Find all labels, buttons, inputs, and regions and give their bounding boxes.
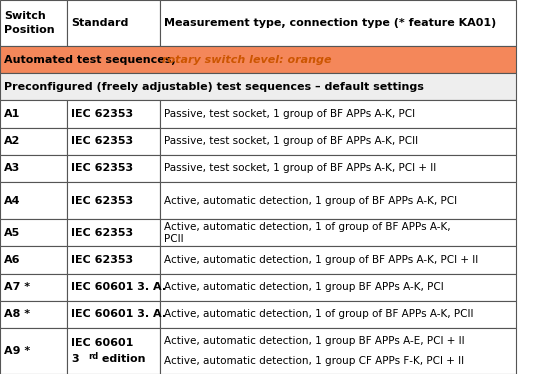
Bar	[67, 246, 160, 274]
Bar	[0, 128, 67, 155]
Text: rd: rd	[88, 352, 98, 361]
Bar	[0, 46, 516, 73]
Text: A3: A3	[4, 163, 21, 174]
Text: edition: edition	[98, 354, 145, 364]
Bar	[0, 246, 67, 274]
Bar	[160, 0, 516, 46]
Bar	[67, 182, 160, 219]
Text: A2: A2	[4, 136, 21, 146]
Text: IEC 60601: IEC 60601	[71, 338, 134, 348]
Bar	[67, 301, 160, 328]
Text: A4: A4	[4, 196, 21, 206]
Bar	[160, 274, 516, 301]
Bar	[0, 274, 67, 301]
Text: Standard: Standard	[71, 18, 129, 28]
Text: A5: A5	[4, 228, 21, 238]
Bar	[67, 219, 160, 246]
Text: Active, automatic detection, 1 group BF APPs A-E, PCI + II: Active, automatic detection, 1 group BF …	[164, 336, 465, 346]
Bar	[67, 0, 160, 46]
Bar	[160, 182, 516, 219]
Bar	[0, 100, 67, 128]
Bar	[0, 0, 67, 46]
Text: IEC 60601 3. A.: IEC 60601 3. A.	[71, 309, 166, 319]
Text: Active, automatic detection, 1 of group of BF APPs A-K, PCII: Active, automatic detection, 1 of group …	[164, 309, 473, 319]
Text: A7 *: A7 *	[4, 282, 31, 292]
Text: Active, automatic detection, 1 of group of BF APPs A-K,: Active, automatic detection, 1 of group …	[164, 222, 451, 232]
Text: IEC 62353: IEC 62353	[71, 109, 133, 119]
Bar	[160, 301, 516, 328]
Text: A1: A1	[4, 109, 21, 119]
Text: Active, automatic detection, 1 group CF APPs F-K, PCI + II: Active, automatic detection, 1 group CF …	[164, 356, 464, 366]
Bar	[160, 246, 516, 274]
Bar	[160, 328, 516, 374]
Text: Active, automatic detection, 1 group of BF APPs A-K, PCI: Active, automatic detection, 1 group of …	[164, 196, 457, 206]
Text: A9 *: A9 *	[4, 346, 31, 356]
Bar	[0, 219, 67, 246]
Text: A8 *: A8 *	[4, 309, 31, 319]
Text: IEC 62353: IEC 62353	[71, 228, 133, 238]
Bar	[0, 155, 67, 182]
Text: A6: A6	[4, 255, 21, 265]
Text: IEC 60601 3. A.: IEC 60601 3. A.	[71, 282, 166, 292]
Text: Passive, test socket, 1 group of BF APPs A-K, PCI + II: Passive, test socket, 1 group of BF APPs…	[164, 163, 436, 174]
Text: Passive, test socket, 1 group of BF APPs A-K, PCII: Passive, test socket, 1 group of BF APPs…	[164, 136, 418, 146]
Text: IEC 62353: IEC 62353	[71, 163, 133, 174]
Text: Measurement type, connection type (* feature KA01): Measurement type, connection type (* fea…	[164, 18, 496, 28]
Bar	[0, 301, 67, 328]
Bar	[67, 274, 160, 301]
Bar	[0, 182, 67, 219]
Text: IEC 62353: IEC 62353	[71, 255, 133, 265]
Text: Automated test sequences,: Automated test sequences,	[4, 55, 180, 65]
Bar	[160, 128, 516, 155]
Text: 3: 3	[71, 354, 79, 364]
Bar	[67, 155, 160, 182]
Text: IEC 62353: IEC 62353	[71, 196, 133, 206]
Text: rotary switch level: orange: rotary switch level: orange	[162, 55, 331, 65]
Bar	[160, 219, 516, 246]
Text: Preconfigured (freely adjustable) test sequences – default settings: Preconfigured (freely adjustable) test s…	[4, 82, 424, 92]
Bar	[67, 328, 160, 374]
Bar	[0, 73, 516, 100]
Text: Active, automatic detection, 1 group of BF APPs A-K, PCI + II: Active, automatic detection, 1 group of …	[164, 255, 478, 265]
Text: Passive, test socket, 1 group of BF APPs A-K, PCI: Passive, test socket, 1 group of BF APPs…	[164, 109, 415, 119]
Bar	[67, 100, 160, 128]
Text: Switch
Position: Switch Position	[4, 12, 55, 35]
Text: Active, automatic detection, 1 group BF APPs A-K, PCI: Active, automatic detection, 1 group BF …	[164, 282, 444, 292]
Bar	[160, 100, 516, 128]
Text: IEC 62353: IEC 62353	[71, 136, 133, 146]
Text: PCII: PCII	[164, 234, 184, 244]
Bar	[160, 155, 516, 182]
Bar	[0, 328, 67, 374]
Bar	[67, 128, 160, 155]
